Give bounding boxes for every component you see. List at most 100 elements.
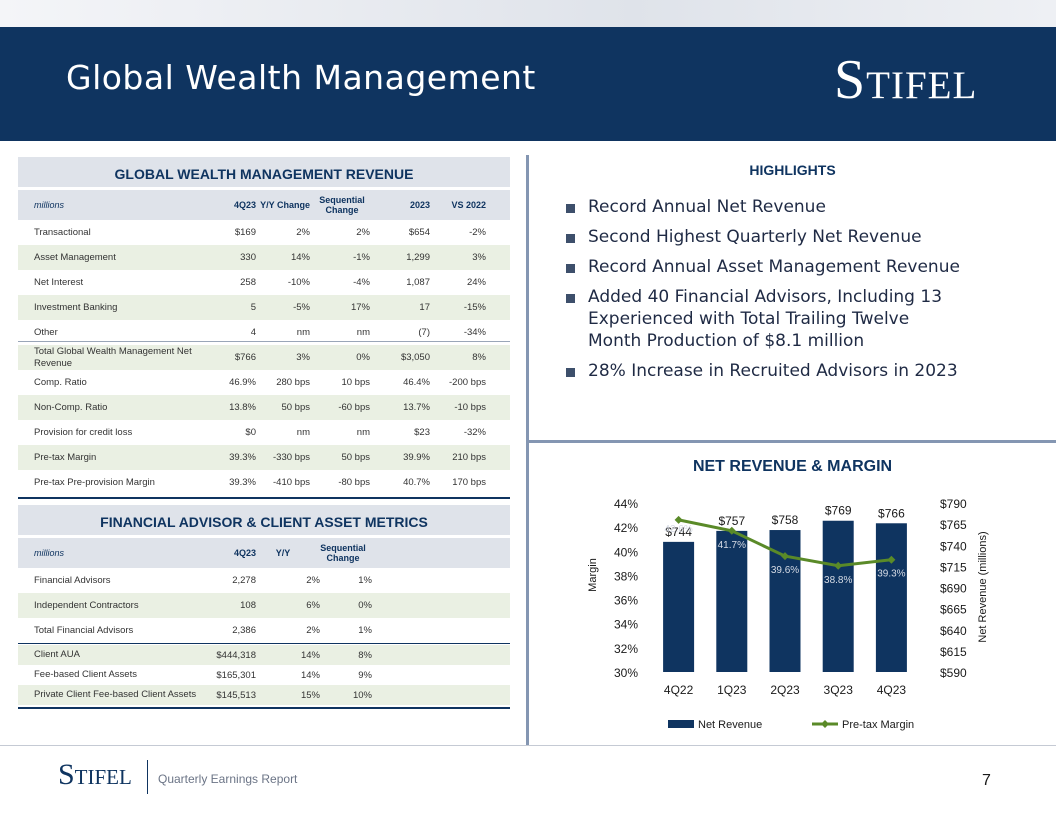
row-label: Client AUA <box>34 649 80 660</box>
stifel-logo: Stifel <box>834 49 978 111</box>
cell-value: 46.4% <box>403 377 430 388</box>
table-row: Total Global Wealth Management Net Reven… <box>18 345 510 370</box>
legend-net-revenue-label: Net Revenue <box>698 719 762 731</box>
cell-value: 13.7% <box>403 402 430 413</box>
line-value-label: 38.8% <box>824 575 852 586</box>
left-axis-tick-label: 32% <box>614 642 638 656</box>
cell-value: 15% <box>300 689 320 701</box>
cell-value: 24% <box>466 277 486 288</box>
bullet-square-icon <box>566 264 575 273</box>
category-label: 2Q23 <box>770 683 800 697</box>
footer-divider <box>147 760 148 794</box>
highlight-item: Added 40 Financial Advisors, Including 1… <box>566 286 966 352</box>
bar-net-revenue <box>716 530 748 672</box>
column-header: Sequential Change <box>320 543 366 563</box>
table-row: Financial Advisors 2,278 2% 1% <box>18 568 510 593</box>
bullet-square-icon <box>566 368 575 377</box>
table-row: Independent Contractors 108 6% 0% <box>18 593 510 618</box>
table-bottom-rule <box>18 497 510 499</box>
right-axis-tick-label: $615 <box>940 645 967 659</box>
row-label: Transactional <box>34 226 91 238</box>
cell-value: -10 bps <box>454 402 486 413</box>
cell-value: -10% <box>287 277 310 288</box>
bar-value-label: $757 <box>718 514 745 528</box>
highlights-panel <box>529 155 1056 440</box>
line-point-marker <box>887 555 896 564</box>
page-number: 7 <box>982 772 991 789</box>
cell-value: 8% <box>472 352 486 363</box>
revenue-table-header: millions 4Q23 Y/Y Change Sequential Change 2… <box>18 190 510 220</box>
cell-value: $169 <box>234 227 256 238</box>
column-header: Y/Y Change <box>260 200 310 210</box>
right-axis-tick-label: $590 <box>940 666 967 680</box>
cell-value: 1% <box>358 575 372 586</box>
cell-value: $145,513 <box>216 689 256 701</box>
left-axis-tick-label: 38% <box>614 569 638 583</box>
right-axis-tick-label: $690 <box>940 582 967 596</box>
category-label: 3Q23 <box>824 683 854 697</box>
row-label: Non-Comp. Ratio <box>34 401 108 413</box>
table-row: Private Client Fee-based Client Assets $1… <box>18 685 510 705</box>
cell-value: nm <box>296 327 310 338</box>
cell-value: 3% <box>296 352 310 363</box>
line-point-marker <box>834 561 843 570</box>
cell-value: -330 bps <box>273 452 310 463</box>
column-header: 4Q23 <box>233 548 256 558</box>
cell-value: nm <box>356 427 370 438</box>
right-axis-title: Net Revenue (millions) <box>977 531 989 642</box>
cell-value: 5 <box>250 302 256 313</box>
cell-value: $3,050 <box>400 352 430 363</box>
right-axis-tick-label: $790 <box>940 497 967 511</box>
cell-value: nm <box>296 427 310 438</box>
cell-value: -60 bps <box>338 402 370 413</box>
row-label: Net Interest <box>34 276 84 288</box>
bar-value-label: $758 <box>772 513 799 527</box>
cell-value: nm <box>356 327 370 338</box>
line-point-marker <box>727 526 736 535</box>
table-row: Investment Banking 5 -5% 17% 17 -15% <box>18 295 510 320</box>
table-row: Client AUA $444,318 14% 8% <box>18 645 510 665</box>
cell-value: 17 <box>419 302 430 313</box>
left-axis-tick-label: 34% <box>614 618 638 632</box>
cell-value: 108 <box>240 600 256 611</box>
row-label: Total Financial Advisors <box>34 624 134 636</box>
cell-value: 40.7% <box>403 477 430 488</box>
column-header: Y/Y <box>275 548 291 558</box>
cell-value: 4 <box>250 327 256 338</box>
cell-value: $0 <box>245 427 256 438</box>
table-rule <box>18 643 510 644</box>
advisor-table-title: FINANCIAL ADVISOR & CLIENT ASSET METRICS <box>18 505 510 535</box>
cell-value: $165,301 <box>216 669 256 681</box>
line-value-label: 42.6% <box>664 524 692 535</box>
cell-value: $444,318 <box>216 649 256 661</box>
cell-value: 50 bps <box>341 452 370 463</box>
row-label: Other <box>34 326 58 338</box>
bullet-square-icon <box>566 294 575 303</box>
highlight-item: Record Annual Net Revenue <box>566 196 966 218</box>
row-label: Pre-tax Margin <box>34 451 97 463</box>
bullet-square-icon <box>566 204 575 213</box>
left-axis-tick-label: 36% <box>614 594 638 608</box>
legend-margin-marker <box>821 720 829 728</box>
line-value-label: 41.7% <box>718 540 746 551</box>
top-strip <box>0 0 1056 27</box>
bar-net-revenue <box>875 523 907 672</box>
highlights-title: HIGHLIGHTS <box>749 162 836 178</box>
bar-value-label: $766 <box>878 506 905 520</box>
cell-value: 10% <box>352 689 372 701</box>
page-title: Global Wealth Management <box>66 58 536 97</box>
cell-value: 39.3% <box>229 452 256 463</box>
cell-value: 1% <box>358 625 372 636</box>
cell-value: 2% <box>296 227 310 238</box>
table-row: Asset Management 330 14% -1% 1,299 3% <box>18 245 510 270</box>
category-label: 4Q23 <box>877 683 907 697</box>
cell-value: -410 bps <box>273 477 310 488</box>
cell-value: -1% <box>353 252 370 263</box>
cell-value: -5% <box>293 302 310 313</box>
cell-value: 2% <box>306 625 320 636</box>
cell-value: 2% <box>306 575 320 586</box>
cell-value: 1,087 <box>406 277 430 288</box>
cell-value: 0% <box>358 600 372 611</box>
cell-value: 9% <box>358 669 372 681</box>
table-row: Fee-based Client Assets $165,301 14% 9% <box>18 665 510 685</box>
